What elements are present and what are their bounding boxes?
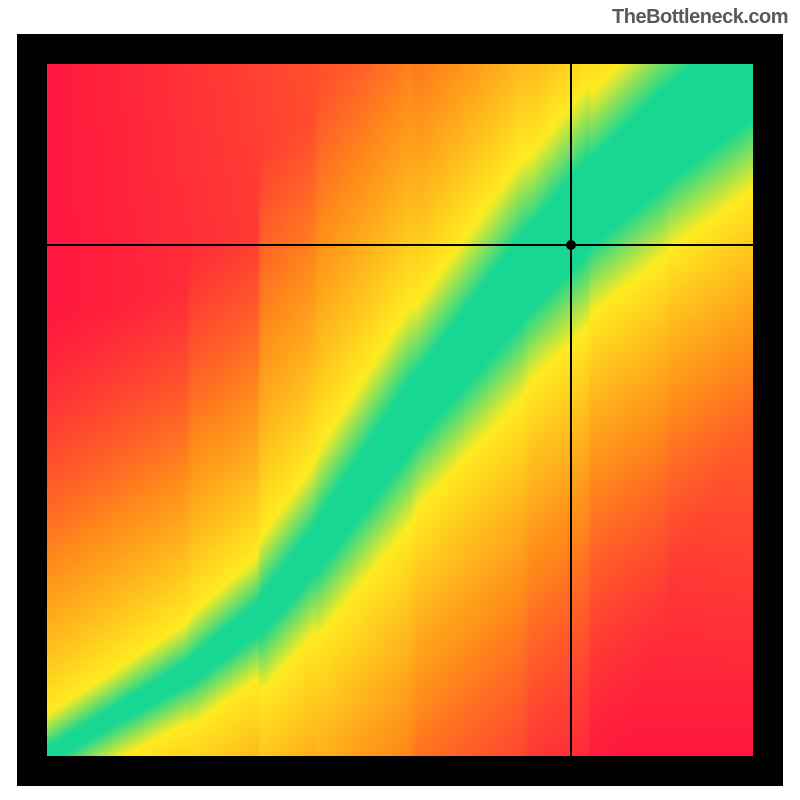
heatmap-canvas xyxy=(47,64,753,756)
watermark-text: TheBottleneck.com xyxy=(612,6,788,29)
crosshair-marker xyxy=(566,240,576,250)
crosshair-vertical xyxy=(570,64,572,756)
plot-area xyxy=(47,64,753,756)
plot-frame xyxy=(17,34,783,786)
crosshair-horizontal xyxy=(47,244,753,246)
chart-container: TheBottleneck.com xyxy=(0,0,800,800)
